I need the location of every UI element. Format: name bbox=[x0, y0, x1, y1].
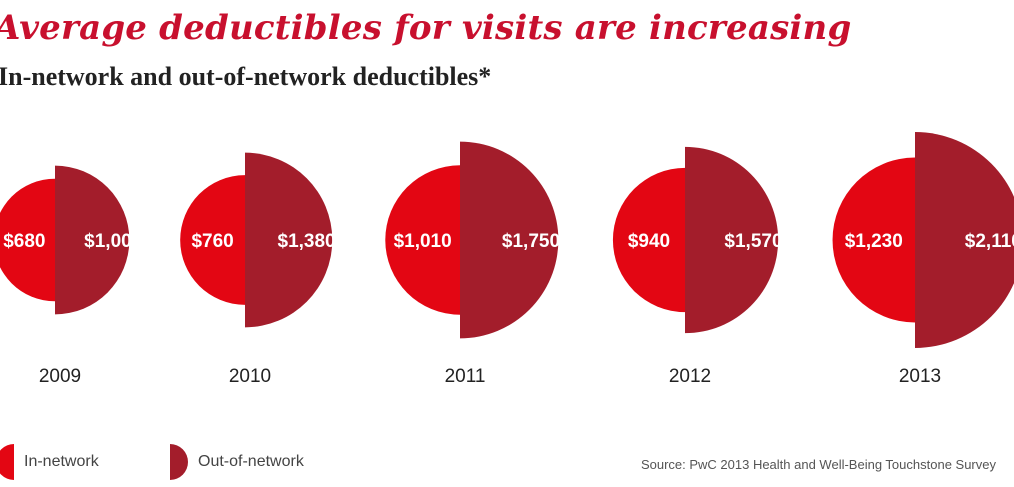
source-note: Source: PwC 2013 Health and Well-Being T… bbox=[640, 457, 996, 472]
deductibles-chart: $680 $1,000 2009 $760 $1,380 2010 $1,010 $1,750… bbox=[0, 132, 1014, 387]
out-of-network-half-2010 bbox=[245, 152, 333, 328]
legend-label-in-network: In-network bbox=[24, 453, 99, 470]
in-network-label-2012: $940 bbox=[628, 231, 670, 252]
out-of-network-half-2011 bbox=[460, 141, 559, 339]
out-of-network-label-2009: $1,000 bbox=[84, 231, 142, 252]
out-of-network-half-2013 bbox=[915, 132, 1014, 348]
in-network-label-2010: $760 bbox=[191, 231, 233, 252]
legend-item-out-of-network: Out-of-network bbox=[170, 444, 304, 480]
year-label-2012: 2012 bbox=[669, 366, 711, 387]
in-network-half-2011 bbox=[385, 165, 460, 315]
out-of-network-label-2010: $1,380 bbox=[278, 231, 336, 252]
legend-item-in-network: In-network bbox=[0, 444, 99, 480]
year-label-2011: 2011 bbox=[445, 366, 486, 387]
in-network-half-2012 bbox=[612, 167, 685, 313]
in-network-half-2013 bbox=[832, 157, 915, 323]
out-of-network-label-2012: $1,570 bbox=[724, 231, 782, 252]
out-of-network-label-2011: $1,750 bbox=[502, 231, 560, 252]
in-network-half-2010 bbox=[180, 175, 245, 305]
in-network-half-2009 bbox=[0, 178, 55, 302]
chart-title: Average deductibles for visits are incre… bbox=[0, 8, 852, 48]
year-label-2009: 2009 bbox=[39, 366, 81, 387]
in-network-label-2011: $1,010 bbox=[394, 231, 452, 252]
out-of-network-swatch-icon bbox=[170, 444, 188, 480]
out-of-network-half-2012 bbox=[685, 146, 779, 334]
in-network-label-2009: $680 bbox=[3, 231, 45, 252]
legend-label-out-of-network: Out-of-network bbox=[198, 453, 304, 470]
in-network-label-2013: $1,230 bbox=[845, 231, 903, 252]
in-network-swatch-icon bbox=[0, 444, 14, 480]
out-of-network-label-2013: $2,110 bbox=[965, 231, 1014, 252]
chart-subtitle: In-network and out-of-network deductible… bbox=[0, 62, 492, 91]
year-label-2013: 2013 bbox=[899, 366, 941, 387]
year-label-2010: 2010 bbox=[229, 366, 271, 387]
